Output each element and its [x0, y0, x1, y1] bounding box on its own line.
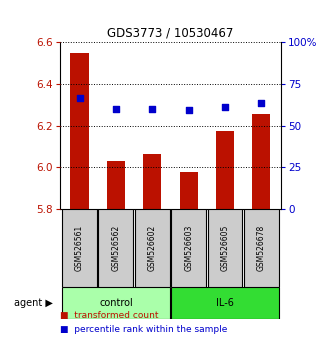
Bar: [62, 209, 97, 287]
Bar: [135, 209, 170, 287]
Text: control: control: [99, 298, 133, 308]
Bar: [171, 209, 206, 287]
Text: ■  percentile rank within the sample: ■ percentile rank within the sample: [60, 325, 227, 334]
Text: agent ▶: agent ▶: [14, 298, 53, 308]
Bar: [99, 209, 133, 287]
Point: [186, 107, 191, 113]
Text: GSM526562: GSM526562: [112, 225, 120, 271]
Bar: [244, 209, 279, 287]
Bar: [71, 53, 89, 209]
Bar: [252, 114, 270, 209]
Text: GSM526605: GSM526605: [220, 224, 229, 271]
Bar: [171, 287, 279, 319]
Point: [113, 106, 118, 112]
Text: GSM526678: GSM526678: [257, 225, 266, 271]
Bar: [216, 131, 234, 209]
Title: GDS3773 / 10530467: GDS3773 / 10530467: [107, 27, 234, 40]
Point: [150, 106, 155, 112]
Text: GSM526561: GSM526561: [75, 225, 84, 271]
Text: IL-6: IL-6: [216, 298, 234, 308]
Bar: [208, 209, 242, 287]
Bar: [62, 287, 170, 319]
Bar: [179, 172, 198, 209]
Text: ■  transformed count: ■ transformed count: [60, 310, 158, 320]
Text: GSM526602: GSM526602: [148, 225, 157, 271]
Point: [222, 104, 228, 110]
Bar: [143, 154, 162, 209]
Text: GSM526603: GSM526603: [184, 224, 193, 271]
Point: [77, 95, 82, 101]
Bar: [107, 161, 125, 209]
Point: [259, 100, 264, 105]
